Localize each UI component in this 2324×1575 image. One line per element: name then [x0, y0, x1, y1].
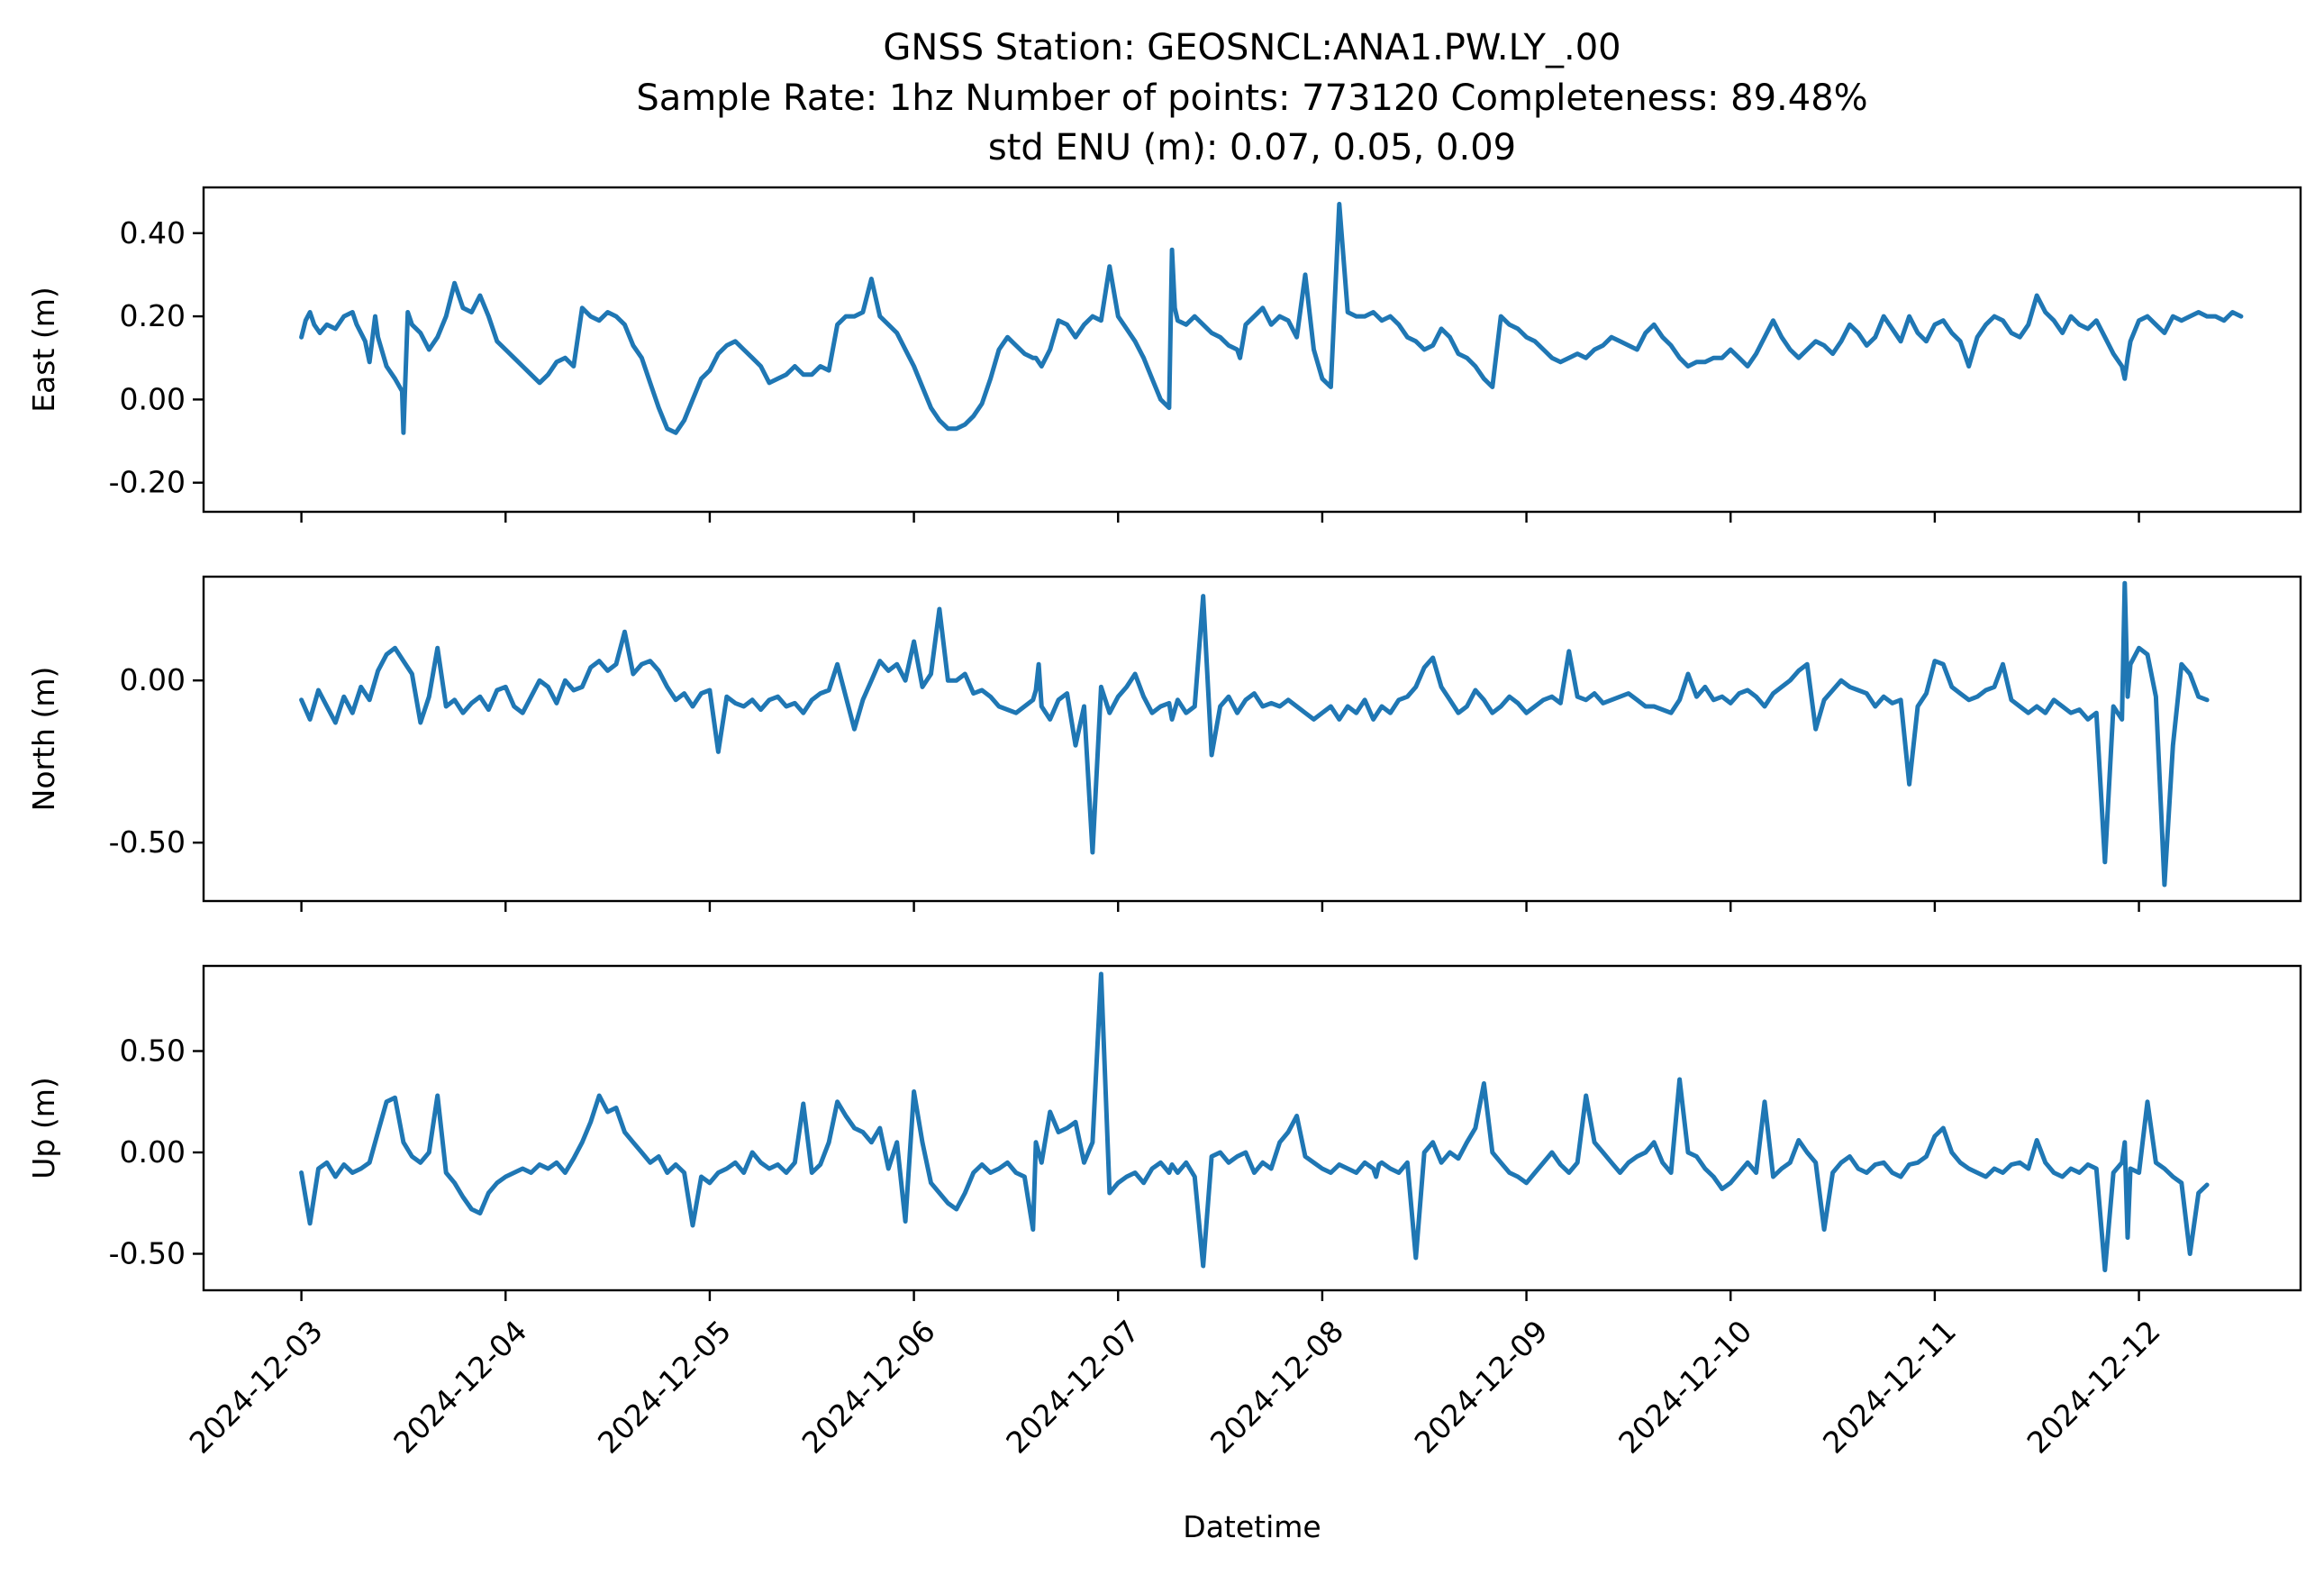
x-tick-label: 2024-12-11 — [1816, 1314, 1963, 1461]
series-line — [299, 580, 2210, 888]
axes-frame — [202, 575, 2302, 903]
axes-frame — [202, 186, 2302, 514]
x-tick-label: 2024-12-07 — [999, 1314, 1146, 1461]
x-tick-label: 2024-12-03 — [183, 1314, 330, 1461]
series-line — [299, 202, 2244, 435]
y-tick-label: 0.00 — [120, 381, 186, 416]
y-axis-label: North (m) — [26, 667, 61, 812]
x-tick-label: 2024-12-12 — [2020, 1314, 2167, 1461]
y-tick-label: -0.20 — [109, 465, 186, 500]
x-tick-label: 2024-12-04 — [386, 1314, 533, 1461]
y-tick-label: -0.50 — [109, 1236, 186, 1271]
x-tick-label: 2024-12-06 — [795, 1314, 942, 1461]
x-axis-label: Datetime — [1183, 1509, 1321, 1544]
figure-title-line-1: GNSS Station: GEOSNCL:ANA1.PW.LY_.00 — [883, 27, 1620, 68]
y-tick-label: 0.40 — [120, 215, 186, 250]
y-tick-label: 0.00 — [120, 662, 186, 697]
y-tick-label: -0.50 — [109, 824, 186, 860]
series-line — [299, 971, 2210, 1272]
figure-title-line-3: std ENU (m): 0.07, 0.05, 0.09 — [988, 127, 1516, 168]
x-tick-label: 2024-12-05 — [591, 1314, 738, 1461]
y-tick-label: 0.50 — [120, 1033, 186, 1069]
x-tick-label: 2024-12-08 — [1203, 1314, 1350, 1461]
y-tick-label: 0.20 — [120, 298, 186, 333]
axes-frame — [202, 964, 2302, 1292]
figure-title-line-2: Sample Rate: 1hz Number of points: 77312… — [636, 77, 1867, 119]
x-tick-label: 2024-12-10 — [1611, 1314, 1758, 1461]
x-axis-ticks: 2024-12-03 2024-12-04 2024-12-05 2024-12-06… — [183, 1314, 2167, 1461]
x-tick-label: 2024-12-09 — [1408, 1314, 1555, 1461]
y-axis-label: Up (m) — [26, 1077, 61, 1179]
y-axis-label: East (m) — [26, 287, 61, 413]
east-panel: 0.40 0.20 0.00 -0.20 East (m) — [26, 186, 2302, 523]
y-tick-label: 0.00 — [120, 1134, 186, 1170]
north-panel: 0.00 -0.50 North (m) — [26, 575, 2302, 912]
up-panel: 0.50 0.00 -0.50 Up (m) — [26, 964, 2302, 1301]
